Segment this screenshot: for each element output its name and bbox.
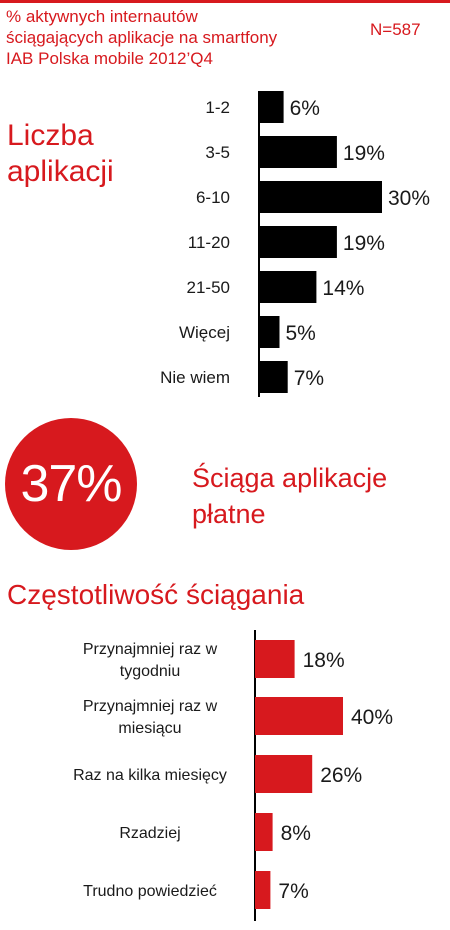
chart1-bar (259, 181, 382, 213)
chart1-value-label: 5% (286, 322, 316, 345)
chart1-category-label: 3-5 (205, 143, 230, 162)
chart2-bar (255, 640, 295, 678)
chart1-bar (259, 226, 337, 258)
section1-title-line-2: aplikacji (7, 155, 114, 188)
subtitle-line-2: ściągających aplikacje na smartfony (6, 28, 278, 47)
chart1-value-label: 19% (343, 142, 385, 165)
chart2-category-label: Rzadziej (119, 825, 180, 842)
chart1-category-label: 21-50 (187, 278, 230, 297)
chart2-bar (255, 697, 343, 735)
chart-subtitle: % aktywnych internautów ściągających apl… (6, 6, 336, 69)
chart2-value-label: 8% (281, 822, 311, 845)
chart1-category-label: 6-10 (196, 188, 230, 207)
chart2-category-label: miesiącu (118, 720, 181, 737)
chart1-value-label: 7% (294, 367, 324, 390)
chart1-bar (259, 136, 337, 168)
chart1-value-label: 30% (388, 187, 430, 210)
chart2-value-label: 7% (278, 880, 308, 903)
sample-size-label: N=587 (370, 20, 421, 39)
chart2-value-label: 40% (351, 706, 393, 729)
chart2-category-label: Raz na kilka miesięcy (73, 767, 227, 784)
subtitle-line-1: % aktywnych internautów (6, 7, 198, 26)
chart1-value-label: 14% (322, 277, 364, 300)
chart1-value-label: 19% (343, 232, 385, 255)
section2-title: Częstotliwość ściągania (7, 579, 305, 610)
section1-title-line-1: Liczba (7, 119, 94, 152)
chart1-category-label: Nie wiem (160, 368, 230, 387)
chart2-value-label: 26% (320, 764, 362, 787)
chart1-category-label: Więcej (179, 323, 230, 342)
paid-apps-percent: 37% (20, 455, 122, 513)
chart1-bar (259, 271, 317, 303)
chart1-value-label: 6% (290, 97, 320, 120)
chart1-category-label: 11-20 (188, 233, 230, 252)
chart2-bar (255, 813, 273, 851)
paid-apps-label-line-2: płatne (192, 499, 266, 529)
paid-apps-circle: 37% (5, 418, 137, 550)
chart1-bar (259, 316, 280, 348)
subtitle-line-3: IAB Polska mobile 2012’Q4 (6, 49, 213, 68)
chart2-bar (255, 755, 313, 793)
paid-apps-label-line-1: Ściąga aplikacje (192, 463, 388, 493)
chart2-category-label: Przynajmniej raz w (83, 698, 218, 715)
chart1-bar (259, 361, 288, 393)
chart2-category-label: tygodniu (120, 663, 181, 680)
chart2-category-label: Trudno powiedzieć (83, 883, 217, 900)
chart2-bar (255, 871, 271, 909)
section1-title: Liczba aplikacji (7, 118, 114, 190)
chart1-category-label: 1-2 (205, 98, 230, 117)
top-border (0, 0, 450, 6)
chart2-value-label: 18% (303, 649, 345, 672)
paid-apps-label: Ściąga aplikacje płatne (192, 460, 387, 532)
chart1-bar (259, 91, 284, 123)
chart2-category-label: Przynajmniej raz w (83, 641, 218, 658)
